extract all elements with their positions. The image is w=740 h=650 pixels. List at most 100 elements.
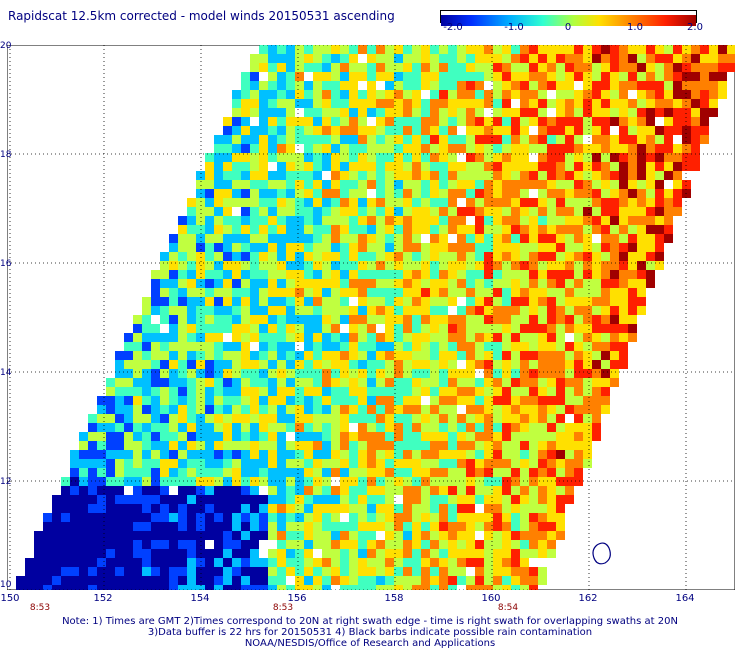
wind-cell (583, 108, 592, 117)
wind-cell (574, 189, 583, 198)
wind-cell (385, 387, 394, 396)
wind-cell (313, 351, 322, 360)
wind-cell (214, 342, 223, 351)
wind-cell (349, 180, 358, 189)
wind-cell (196, 351, 205, 360)
wind-cell (358, 279, 367, 288)
wind-cell (331, 207, 340, 216)
wind-cell (106, 423, 115, 432)
wind-cell (520, 135, 529, 144)
wind-cell (619, 198, 628, 207)
wind-cell (556, 396, 565, 405)
wind-cell (340, 189, 349, 198)
wind-cell (268, 333, 277, 342)
wind-cell (511, 306, 520, 315)
wind-cell (412, 441, 421, 450)
wind-cell (178, 567, 187, 576)
wind-cell (349, 432, 358, 441)
wind-cell (349, 396, 358, 405)
wind-cell (277, 531, 286, 540)
wind-cell (484, 234, 493, 243)
wind-cell (448, 450, 457, 459)
wind-cell (133, 558, 142, 567)
wind-cell (169, 387, 178, 396)
wind-cell (421, 306, 430, 315)
wind-cell (367, 117, 376, 126)
wind-cell (223, 585, 232, 594)
wind-cell (61, 504, 70, 513)
wind-cell (169, 450, 178, 459)
wind-cell (367, 567, 376, 576)
wind-cell (502, 90, 511, 99)
wind-cell (583, 153, 592, 162)
wind-cell (331, 414, 340, 423)
wind-cell (250, 252, 259, 261)
wind-cell (583, 432, 592, 441)
wind-cell (70, 459, 79, 468)
wind-cell (340, 216, 349, 225)
wind-cell (322, 153, 331, 162)
wind-cell (151, 405, 160, 414)
wind-cell (502, 522, 511, 531)
wind-cell (475, 405, 484, 414)
wind-cell (295, 576, 304, 585)
wind-cell (610, 153, 619, 162)
wind-cell (403, 387, 412, 396)
wind-cell (286, 306, 295, 315)
wind-cell (214, 540, 223, 549)
wind-cell (511, 315, 520, 324)
wind-cell (340, 342, 349, 351)
wind-cell (385, 216, 394, 225)
wind-cell (205, 495, 214, 504)
wind-cell (430, 324, 439, 333)
wind-cell (592, 108, 601, 117)
wind-cell (250, 54, 259, 63)
wind-cell (88, 540, 97, 549)
wind-cell (241, 306, 250, 315)
wind-cell (439, 351, 448, 360)
wind-cell (313, 216, 322, 225)
wind-cell (439, 171, 448, 180)
wind-cell (493, 522, 502, 531)
wind-cell (610, 261, 619, 270)
wind-cell (160, 576, 169, 585)
wind-cell (205, 405, 214, 414)
wind-cell (466, 180, 475, 189)
wind-cell (493, 216, 502, 225)
wind-cell (484, 414, 493, 423)
wind-cell (187, 513, 196, 522)
wind-cell (394, 207, 403, 216)
wind-cell (394, 153, 403, 162)
wind-cell (286, 153, 295, 162)
wind-cell (322, 90, 331, 99)
wind-cell (322, 450, 331, 459)
wind-cell (628, 117, 637, 126)
wind-cell (421, 297, 430, 306)
wind-cell (385, 180, 394, 189)
wind-cell (439, 468, 448, 477)
wind-cell (277, 324, 286, 333)
wind-cell (97, 468, 106, 477)
wind-cell (331, 351, 340, 360)
wind-cell (331, 558, 340, 567)
wind-cell (106, 540, 115, 549)
wind-cell (313, 126, 322, 135)
wind-cell (124, 468, 133, 477)
wind-cell (385, 396, 394, 405)
wind-cell (538, 432, 547, 441)
wind-cell (475, 63, 484, 72)
wind-cell (502, 540, 511, 549)
wind-cell (268, 396, 277, 405)
wind-cell (169, 414, 178, 423)
wind-cell (295, 270, 304, 279)
wind-cell (421, 81, 430, 90)
wind-cell (619, 270, 628, 279)
wind-cell (502, 189, 511, 198)
wind-cell (457, 207, 466, 216)
wind-cell (475, 261, 484, 270)
wind-cell (475, 558, 484, 567)
wind-cell (97, 477, 106, 486)
wind-cell (385, 342, 394, 351)
wind-cell (241, 441, 250, 450)
wind-cell (160, 369, 169, 378)
